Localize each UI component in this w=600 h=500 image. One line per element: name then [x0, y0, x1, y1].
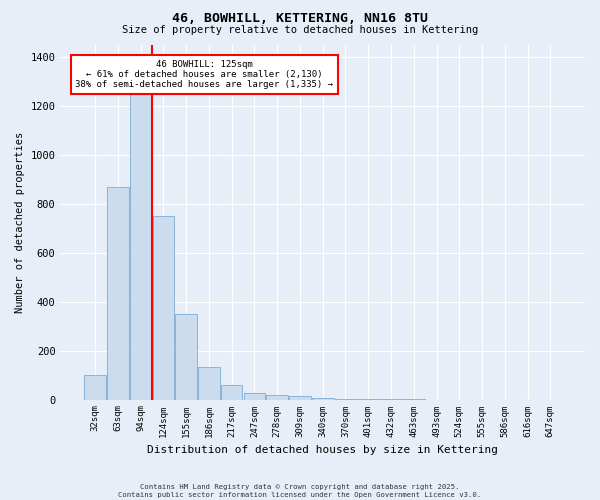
Text: 46 BOWHILL: 125sqm
← 61% of detached houses are smaller (2,130)
38% of semi-deta: 46 BOWHILL: 125sqm ← 61% of detached hou…	[76, 60, 334, 90]
Bar	[221, 385, 242, 400]
Bar	[266, 394, 288, 400]
X-axis label: Distribution of detached houses by size in Kettering: Distribution of detached houses by size …	[147, 445, 498, 455]
Bar	[244, 392, 265, 400]
Bar	[198, 366, 220, 400]
Text: Size of property relative to detached houses in Kettering: Size of property relative to detached ho…	[122, 25, 478, 35]
Bar	[312, 398, 334, 400]
Text: Contains HM Land Registry data © Crown copyright and database right 2025.
Contai: Contains HM Land Registry data © Crown c…	[118, 484, 482, 498]
Bar	[175, 314, 197, 400]
Bar	[107, 187, 128, 400]
Bar	[152, 216, 174, 400]
Bar	[130, 84, 151, 400]
Bar	[84, 375, 106, 400]
Y-axis label: Number of detached properties: Number of detached properties	[15, 132, 25, 313]
Text: 46, BOWHILL, KETTERING, NN16 8TU: 46, BOWHILL, KETTERING, NN16 8TU	[172, 12, 428, 26]
Bar	[335, 399, 356, 400]
Bar	[289, 396, 311, 400]
